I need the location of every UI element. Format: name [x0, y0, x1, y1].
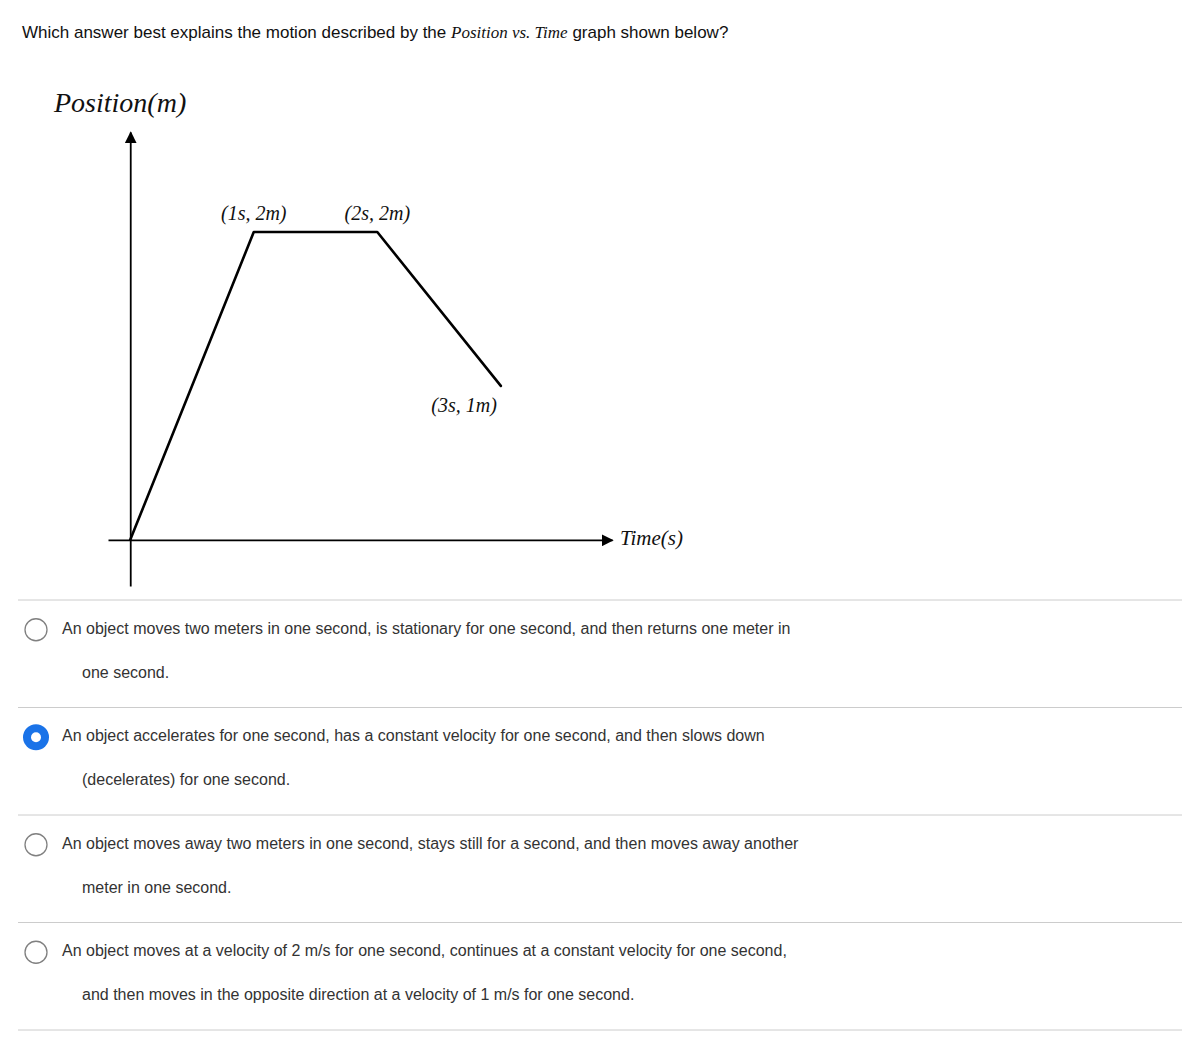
answer-options: An object moves two meters in one second…: [18, 600, 1182, 1030]
y-axis: [130, 133, 131, 587]
option-text: one second.: [82, 664, 169, 681]
option-separator: [18, 1030, 1182, 1031]
option-separator: [18, 600, 1182, 601]
option-separator: [18, 707, 1182, 708]
answer-option[interactable]: An object moves away two meters in one s…: [25, 834, 799, 896]
question: Which answer best explains the motion de…: [22, 23, 728, 42]
option-separator: [18, 815, 1182, 816]
option-text: An object moves at a velocity of 2 m/s f…: [62, 942, 787, 959]
radio-unselected[interactable]: [25, 941, 47, 963]
point-label: (3s, 1m): [431, 394, 497, 417]
x-axis: [109, 540, 613, 541]
question-part: Which answer best explains the motion de…: [22, 23, 451, 42]
point-label: (2s, 2m): [345, 202, 411, 225]
option-text: and then moves in the opposite direction…: [82, 986, 634, 1003]
option-separator: [18, 922, 1182, 923]
position-line: [130, 232, 501, 540]
answer-option[interactable]: An object accelerates for one second, ha…: [23, 724, 765, 788]
option-text: An object moves away two meters in one s…: [62, 835, 799, 852]
answer-option[interactable]: An object moves at a velocity of 2 m/s f…: [25, 941, 787, 1003]
question-emphasis: Position vs. Time: [450, 23, 568, 42]
plot-marks: [130, 232, 501, 540]
radio-dot: [31, 732, 41, 742]
radio-unselected[interactable]: [25, 834, 47, 856]
radio-selected[interactable]: [23, 724, 49, 750]
point-label: (1s, 2m): [221, 202, 287, 225]
y-axis-title: Position(m): [53, 87, 186, 118]
option-text: meter in one second.: [82, 879, 231, 896]
option-text: An object accelerates for one second, ha…: [62, 727, 765, 744]
x-axis-line: [109, 539, 613, 541]
page: Which answer best explains the motion de…: [0, 0, 1200, 1038]
y-axis-line: [130, 133, 132, 587]
radio-unselected[interactable]: [25, 619, 47, 641]
annotations: (1s, 2m) (2s, 2m) (3s, 1m): [221, 202, 497, 417]
x-axis-title: Time(s): [620, 526, 683, 550]
option-text: (decelerates) for one second.: [82, 771, 290, 788]
question-part: graph shown below?: [568, 23, 729, 42]
option-text: An object moves two meters in one second…: [62, 620, 790, 637]
answer-option[interactable]: An object moves two meters in one second…: [25, 619, 790, 681]
